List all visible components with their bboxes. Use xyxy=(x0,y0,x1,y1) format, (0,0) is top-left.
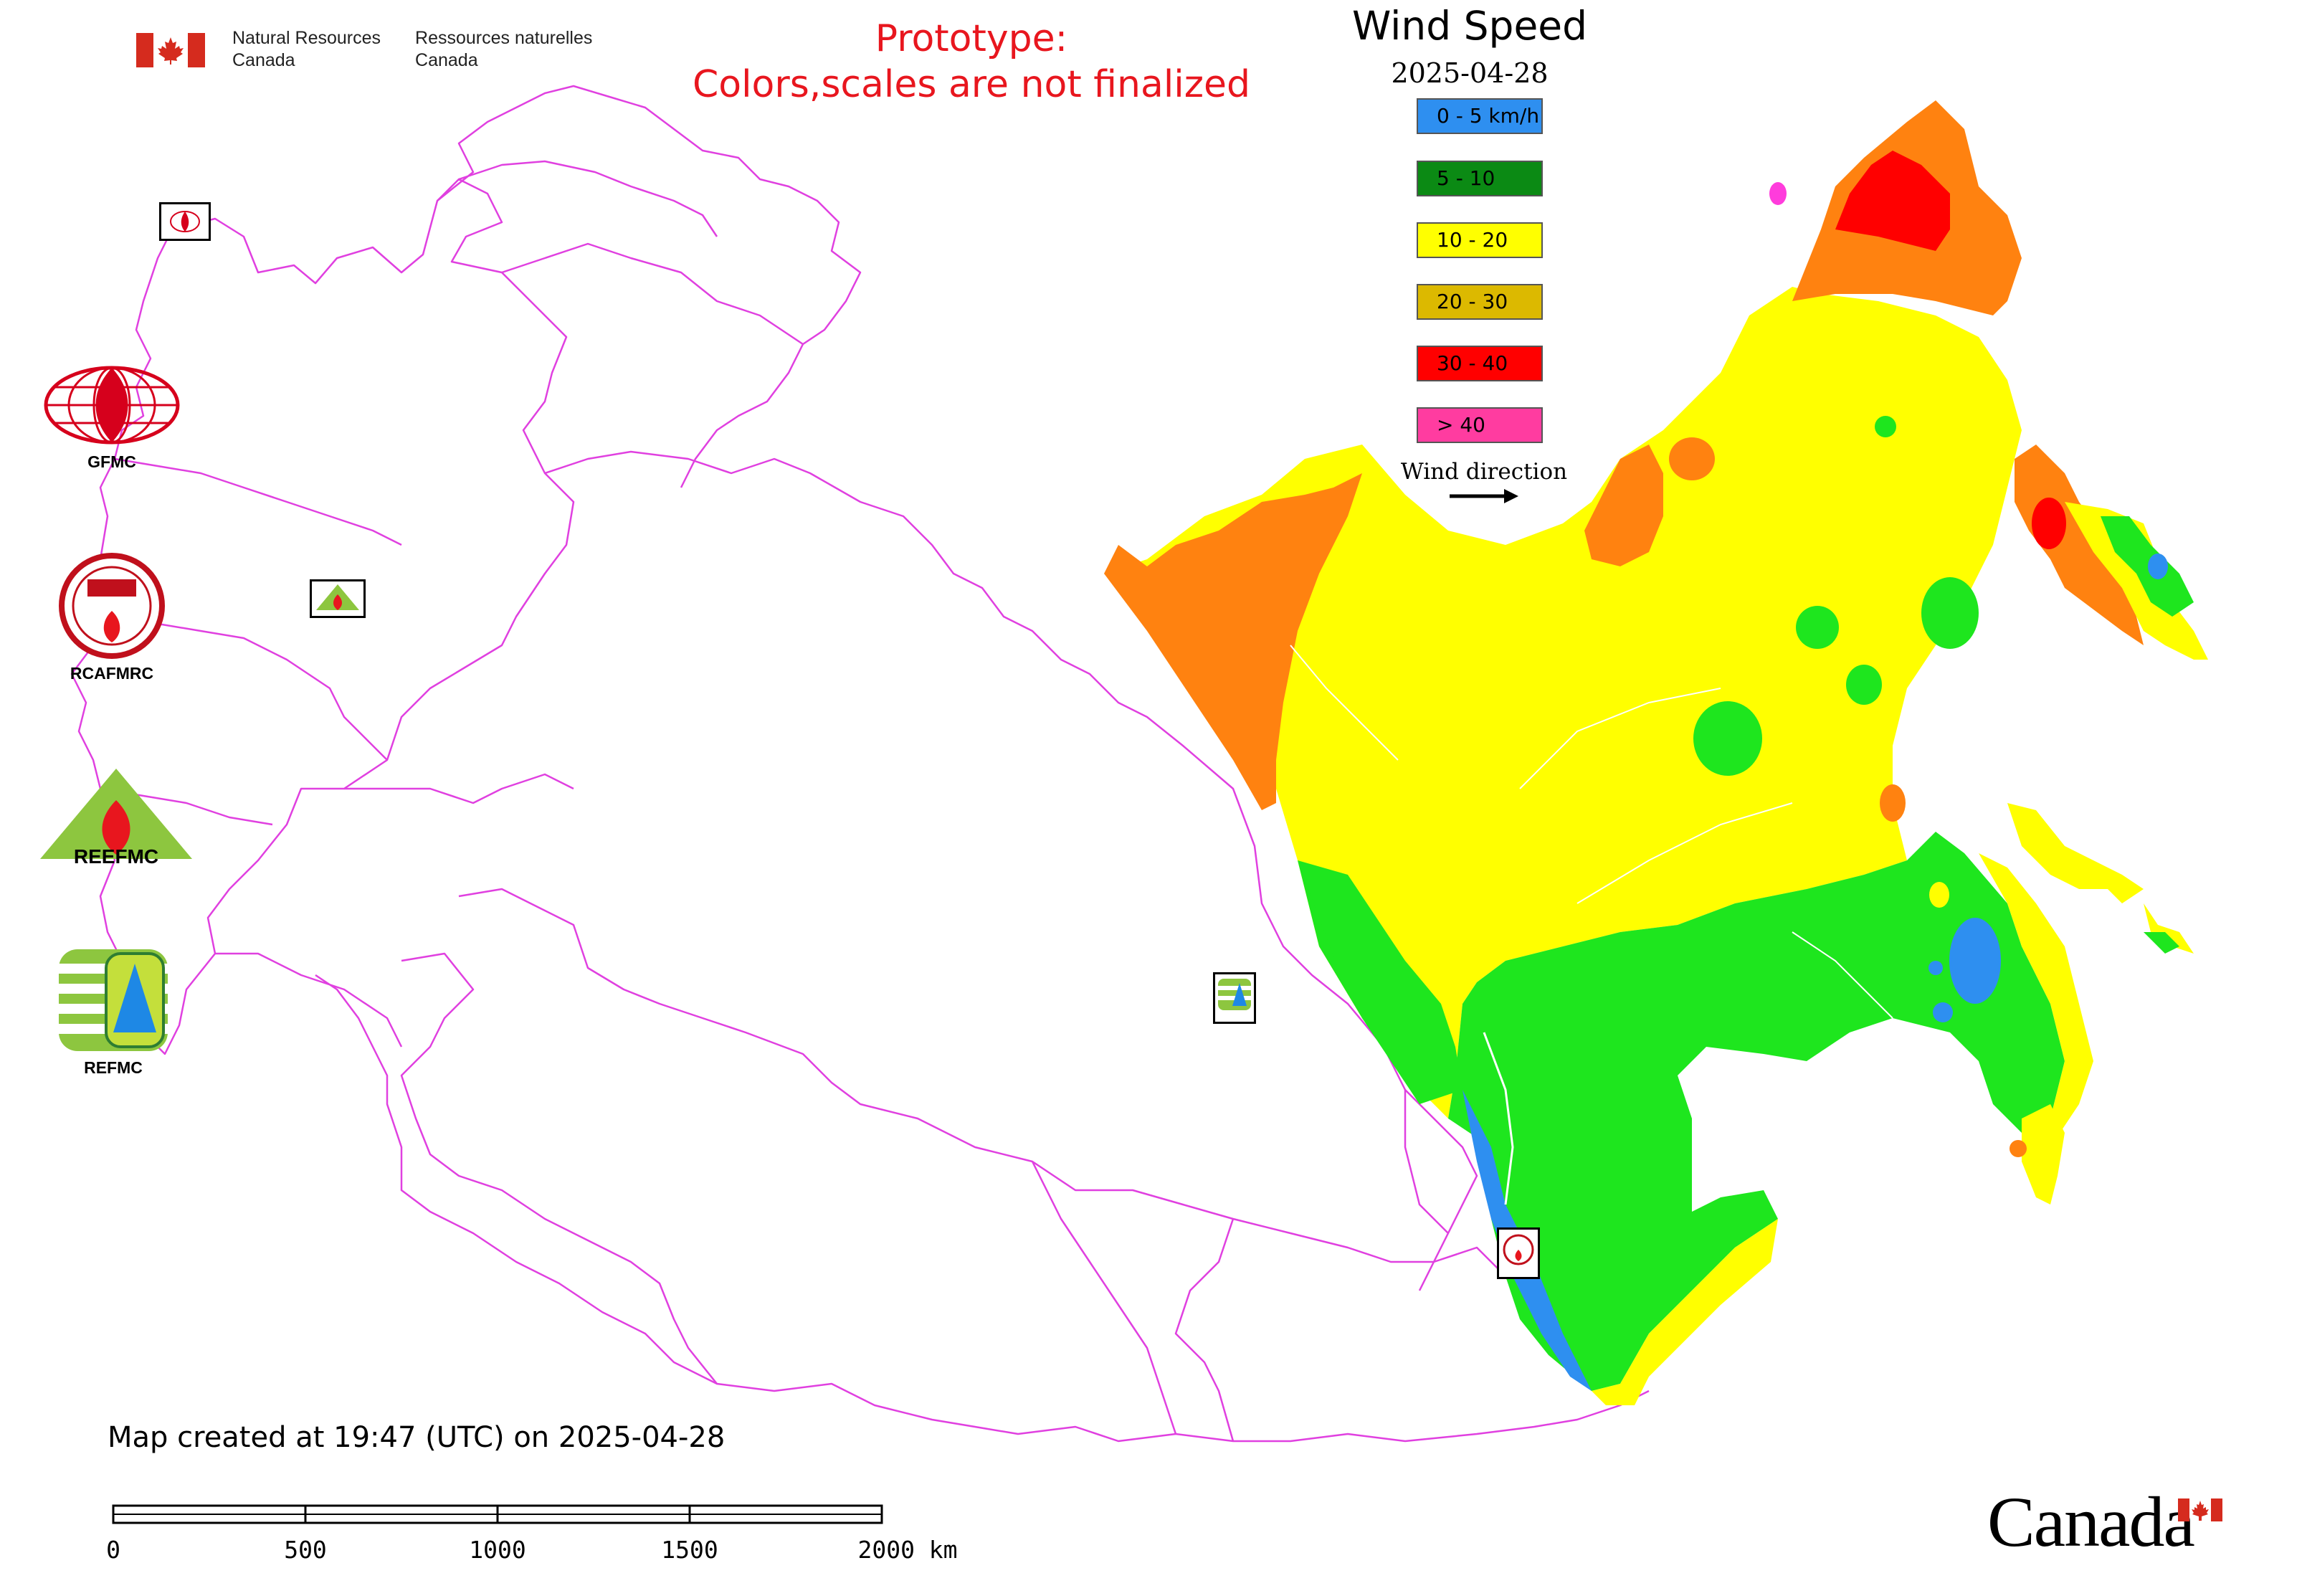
scale-label-1000: 1000 xyxy=(469,1536,526,1564)
inner-border-c xyxy=(1404,1090,1449,1234)
gfmc-label: GFMC xyxy=(87,452,136,471)
south-border-outline xyxy=(315,974,718,1385)
island-arc-yellow-2 xyxy=(2144,903,2194,954)
inner-border-f xyxy=(107,615,388,761)
rcafmrc-logo: RCAFMRC xyxy=(54,552,169,683)
reefmc-emblem-icon: REEFMC xyxy=(40,769,192,868)
green-spot-3 xyxy=(1846,665,1882,705)
legend-class-1: 5 - 10 xyxy=(1417,161,1543,196)
yellow-east-zone xyxy=(1979,853,2093,1176)
green-spot-2 xyxy=(1796,606,1839,649)
refmc-marker-icon xyxy=(1218,979,1251,1010)
green-west-strip xyxy=(1298,860,1462,1104)
rcafmrc-emblem-icon xyxy=(59,553,165,659)
south-island-yellow xyxy=(2022,1104,2065,1205)
prototype-notice: Prototype: Colors,scales are not finaliz… xyxy=(667,16,1276,108)
legend-title: Wind Speed xyxy=(1351,3,1588,49)
east-peninsula-green xyxy=(2101,516,2194,617)
country-borders xyxy=(70,85,1650,1443)
department-name-en: Natural Resources Canada xyxy=(232,28,381,70)
canada-flag-icon xyxy=(136,33,205,67)
rcafmrc-marker-icon xyxy=(1503,1234,1534,1265)
blue-spot-3 xyxy=(1928,961,1943,975)
east-peninsula-blue xyxy=(2148,554,2168,579)
rcafmrc-label: RCAFMRC xyxy=(70,664,154,683)
reefmc-logo: REEFMC xyxy=(37,766,195,880)
scale-label-2000: 2000 km xyxy=(857,1536,958,1564)
island-arc-green xyxy=(2144,932,2179,954)
orange-coast-zone xyxy=(1584,445,1663,566)
legend-date: 2025-04-28 xyxy=(1391,57,1549,89)
inner-border-d xyxy=(215,952,403,1048)
wind-direction-arrow-icon xyxy=(1450,489,1518,503)
green-spot-4 xyxy=(1875,416,1896,437)
blue-coast-zone xyxy=(1462,1090,1592,1391)
river-c xyxy=(1576,802,1793,904)
canada-wordmark-flag-icon xyxy=(2178,1498,2222,1521)
east-peninsula-red xyxy=(2032,498,2066,549)
refmc-label: REFMC xyxy=(84,1058,143,1077)
scale-label-0: 0 xyxy=(106,1536,120,1564)
prototype-notice-line1: Prototype: xyxy=(875,17,1068,60)
green-zone xyxy=(1298,832,2065,1391)
canada-wordmark: Canada xyxy=(1987,1482,2195,1562)
legend-class-2: 10 - 20 xyxy=(1417,222,1543,258)
inner-border-a xyxy=(1031,1161,1177,1435)
scale-bar xyxy=(112,1504,883,1524)
blue-spot-1 xyxy=(1949,918,2001,1004)
reefmc-map-marker[interactable] xyxy=(310,579,366,618)
refmc-logo: REFMC xyxy=(56,946,171,1078)
peninsula-outline xyxy=(458,160,718,237)
northern-coast-outline xyxy=(437,85,862,488)
east-peninsula-yellow xyxy=(2065,502,2208,660)
river-e xyxy=(1792,931,1893,1019)
east-peninsula-orange xyxy=(2015,445,2144,645)
river-a xyxy=(1483,1032,1514,1205)
map-created-note: Map created at 19:47 (UTC) on 2025-04-28 xyxy=(108,1421,726,1454)
central-region-outline xyxy=(544,450,1478,1291)
legend-class-3: 20 - 30 xyxy=(1417,284,1543,320)
gfmc-emblem-icon xyxy=(44,366,180,445)
inner-region-outline xyxy=(501,242,804,346)
reefmc-label: REEFMC xyxy=(74,845,158,868)
legend-class-5: > 40 xyxy=(1417,407,1543,443)
inner-border-h xyxy=(344,773,574,804)
river-b xyxy=(1519,688,1721,789)
reefmc-marker-icon xyxy=(316,584,359,610)
department-name-fr: Ressources naturelles Canada xyxy=(415,28,593,70)
green-spot-1 xyxy=(1693,701,1762,776)
southern-region-outline xyxy=(458,888,1535,1278)
refmc-map-marker[interactable] xyxy=(1213,972,1256,1024)
south-island-orange xyxy=(2010,1140,2027,1157)
inner-border-g xyxy=(114,457,402,546)
wind-direction-label: Wind direction xyxy=(1400,459,1568,485)
wind-speed-field xyxy=(1104,100,2208,1405)
scale-label-500: 500 xyxy=(284,1536,327,1564)
south-western-outline xyxy=(400,952,1650,1443)
legend-class-4: 30 - 40 xyxy=(1417,346,1543,381)
refmc-emblem-icon xyxy=(59,949,168,1051)
nrcan-signature: Natural Resources Canada Ressources natu… xyxy=(136,27,592,72)
rcafmrc-map-marker[interactable] xyxy=(1497,1227,1540,1279)
orange-spot-1 xyxy=(1669,437,1715,480)
orange-spot-2 xyxy=(1880,784,1906,822)
island-arc-yellow xyxy=(2007,803,2144,903)
scale-label-1500: 1500 xyxy=(661,1536,718,1564)
yellow-spot-1 xyxy=(1929,882,1949,908)
gfmc-logo: GFMC xyxy=(40,362,184,472)
inner-border-b xyxy=(1174,1218,1235,1442)
green-spot-5 xyxy=(1921,577,1979,649)
red-north-zone xyxy=(1835,151,1950,251)
gfmc-marker-icon xyxy=(170,211,200,232)
river-d xyxy=(1290,645,1399,761)
legend-class-0: 0 - 5 km/h xyxy=(1417,98,1543,134)
gfmc-map-marker[interactable] xyxy=(159,202,211,241)
blue-spot-2 xyxy=(1933,1002,1953,1022)
magenta-spot xyxy=(1769,182,1787,205)
prototype-notice-line2: Colors,scales are not finalized xyxy=(692,63,1251,106)
orange-west-zone xyxy=(1104,473,1362,810)
yellow-south-zone xyxy=(1592,1219,1778,1405)
